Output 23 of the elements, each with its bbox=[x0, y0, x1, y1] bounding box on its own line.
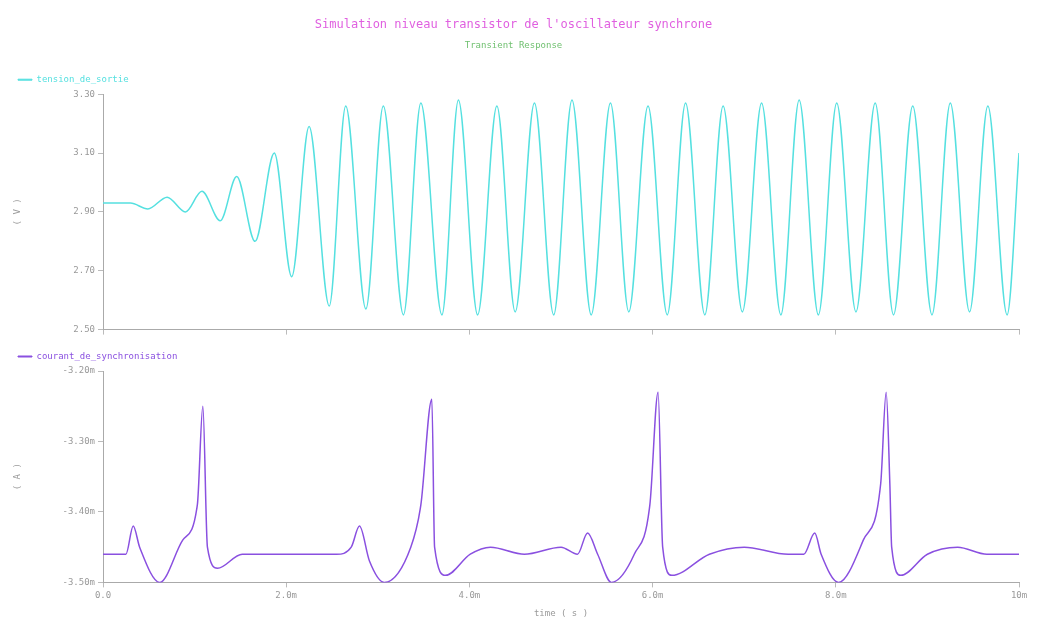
x-tick-label: 4.0m bbox=[458, 590, 481, 601]
chart-subtitle: Transient Response bbox=[464, 40, 563, 51]
y-tick-label: -3.40m bbox=[62, 506, 95, 517]
x-tick-label: 8.0m bbox=[824, 590, 847, 601]
y-axis-title: ( V ) bbox=[11, 198, 22, 226]
y-tick-label: 3.30 bbox=[73, 88, 95, 99]
y-axis-title: ( A ) bbox=[11, 463, 22, 491]
legend-label: tension_de_sortie bbox=[36, 74, 129, 85]
y-tick-label: 2.90 bbox=[73, 206, 95, 217]
chart-title: Simulation niveau transistor de l'oscillateur synchrone bbox=[314, 17, 713, 32]
x-tick-label: 10m bbox=[1010, 590, 1028, 601]
x-axis-title: time ( s ) bbox=[533, 607, 589, 618]
legend-label: courant_de_synchronisation bbox=[36, 350, 178, 361]
y-tick-label: -3.50m bbox=[62, 576, 95, 587]
line-series bbox=[103, 99, 1019, 316]
x-tick-label: 2.0m bbox=[275, 590, 298, 601]
y-tick-label: -3.30m bbox=[62, 435, 95, 446]
x-tick-label: 6.0m bbox=[641, 590, 664, 601]
x-tick-label: 0.0 bbox=[94, 590, 112, 601]
y-tick-label: 2.70 bbox=[73, 265, 95, 276]
y-tick-label: -3.20m bbox=[62, 365, 95, 376]
y-tick-label: 3.10 bbox=[73, 147, 95, 158]
y-tick-label: 2.50 bbox=[73, 323, 95, 334]
